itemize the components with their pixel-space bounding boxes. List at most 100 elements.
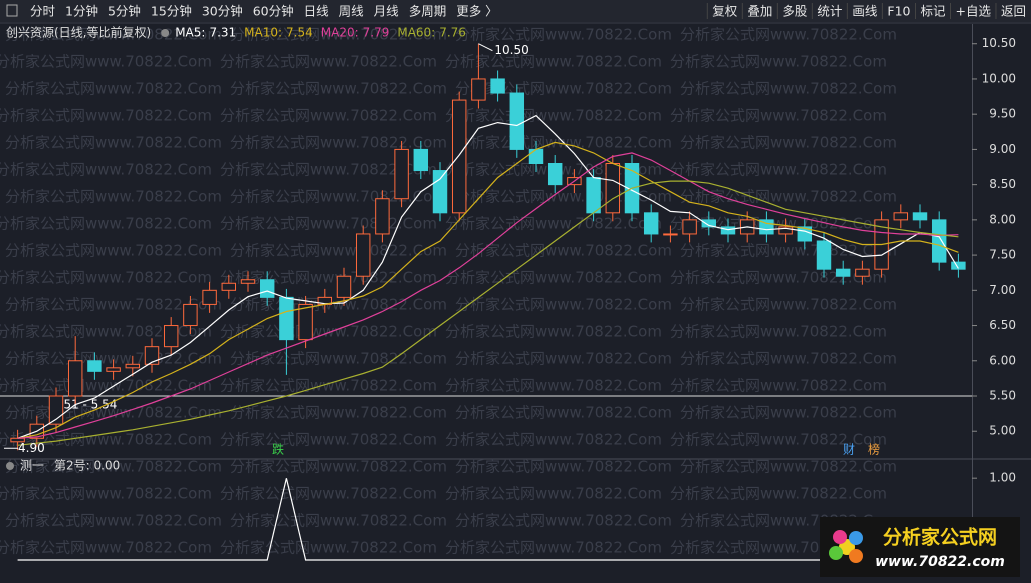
watermark: 分析家公式网www.70822.Com [445, 53, 662, 71]
watermark: 分析家公式网www.70822.Com [230, 242, 447, 260]
logo-petal [829, 546, 843, 560]
collapse-icon[interactable] [6, 462, 14, 470]
watermark: 分析家公式网www.70822.Com [0, 161, 212, 179]
toolbar [0, 0, 1031, 22]
watermark: 分析家公式网www.70822.Com [680, 458, 897, 476]
candle-body [355, 233, 371, 277]
candle-body [259, 279, 275, 298]
line [17, 152, 959, 439]
watermark: 分析家公式网www.70822.Com [220, 485, 437, 503]
toolbar-tab[interactable]: 分时 [30, 4, 56, 19]
watermark: 分析家公式网www.70822.Com [0, 485, 212, 503]
watermark: 分析家公式网www.70822.Com [230, 404, 447, 422]
y-tick-label: 7.00 [989, 283, 1016, 297]
toolbar-button[interactable]: 叠加 [747, 4, 772, 19]
toolbar-tab[interactable]: 30分钟 [202, 4, 243, 19]
watermark: 分析家公式网www.70822.Com [680, 26, 897, 44]
legend-name: MA5: [175, 26, 205, 40]
toolbar-items: 分时 1分钟 5分钟 15分钟 30分钟 60分钟 日线 周线 月线 多周期 更多 〉 返回 +自选标记… [30, 3, 1026, 19]
legend-name: MA60: [397, 26, 435, 40]
candle-body [605, 163, 621, 214]
toolbar-tab[interactable]: 周线 [339, 4, 365, 19]
toolbar-tab[interactable]: 5分钟 [108, 4, 141, 19]
toolbar-button[interactable]: F10 [887, 4, 910, 19]
candle-body [125, 363, 141, 369]
watermark: 分析家公式网www.70822.Com [670, 107, 887, 125]
watermark: 分析家公式网www.70822.Com [670, 431, 887, 449]
legend-value: 7.76 [439, 26, 466, 40]
line [17, 180, 959, 446]
logo-url: www.70822.com [875, 554, 1005, 570]
y-tick-label: 6.00 [989, 353, 1016, 367]
candle-body [816, 240, 832, 270]
watermark: 分析家公式网www.70822.Com [670, 485, 887, 503]
candle-body [490, 78, 505, 94]
watermark: 分析家公式网www.70822.Com [220, 107, 437, 125]
watermark: 分析家公式网www.70822.Com [455, 350, 672, 368]
legend-value: 7.54 [286, 26, 313, 40]
sub-panel: 1.00 测一 第2号: 0.00 [6, 459, 1016, 561]
watermark: 分析家公式网www.70822.Com [455, 242, 672, 260]
watermark: 分析家公式网www.70822.Com [670, 269, 887, 287]
toolbar-button[interactable]: 多股 [782, 4, 808, 19]
event-marker[interactable]: 财 [843, 443, 855, 457]
toolbar-button[interactable]: +自选 [956, 4, 992, 19]
watermark: 分析家公式网www.70822.Com [0, 269, 212, 287]
toolbar-tab[interactable]: 多周期 [409, 4, 447, 19]
toolbar-tab[interactable]: 月线 [374, 4, 400, 19]
logo: 分析家公式网 www.70822.com [820, 517, 1020, 577]
event-marker[interactable]: 跌 [272, 442, 284, 457]
candle-body [528, 148, 544, 164]
collapse-icon[interactable] [161, 29, 170, 37]
y-tick-label: 9.50 [989, 107, 1016, 121]
logo-petal [849, 531, 863, 545]
candle-body [67, 360, 83, 397]
toolbar-button[interactable]: 返回 [1001, 4, 1026, 19]
watermark: 分析家公式网www.70822.Com [680, 80, 897, 98]
high-arrow [478, 43, 493, 52]
toolbar-button[interactable]: 复权 [712, 4, 738, 19]
toolbar-tab[interactable]: 更多 〉 [456, 4, 497, 19]
watermark: 分析家公式网www.70822.Com [220, 377, 437, 395]
candle-body [144, 346, 160, 365]
y-tick-label: 8.50 [989, 177, 1016, 191]
watermark: 分析家公式网www.70822.Com [680, 404, 897, 422]
watermark: 分析家公式网www.70822.Com [220, 215, 437, 233]
high-label: 10.50 [494, 43, 528, 57]
candle-body [451, 99, 467, 214]
toolbar-tab[interactable]: 1分钟 [65, 4, 98, 19]
toolbar-tab[interactable]: 60分钟 [253, 4, 294, 19]
watermark: 分析家公式网www.70822.Com [230, 512, 447, 530]
toolbar-tab[interactable]: 15分钟 [151, 4, 192, 19]
low-label: 4.90 [18, 441, 45, 455]
watermark: 分析家公式网www.70822.Com [455, 404, 672, 422]
toolbar-tab[interactable]: 日线 [304, 4, 330, 19]
watermark: 分析家公式网www.70822.Com [230, 350, 447, 368]
y-tick-label: 1.00 [989, 471, 1016, 485]
line [17, 141, 959, 439]
candle-body [682, 219, 697, 235]
watermark: 分析家公式网www.70822.Com [0, 215, 212, 233]
axis-border [972, 24, 973, 559]
menu-icon[interactable] [6, 4, 18, 17]
y-tick-label: 8.00 [989, 212, 1016, 226]
watermark: 分析家公式网www.70822.Com [670, 53, 887, 71]
candle-body [240, 279, 256, 284]
candle-body [336, 275, 352, 298]
watermark: 分析家公式网www.70822.Com [230, 296, 447, 314]
candle-body [893, 212, 909, 221]
watermark: 分析家公式网www.70822.Com [680, 188, 897, 206]
candle-body [279, 296, 294, 341]
watermark: 分析家公式网www.70822.Com [5, 188, 222, 206]
watermark: 分析家公式网www.70822.Com [445, 431, 662, 449]
line [17, 114, 959, 439]
toolbar-button[interactable]: 标记 [920, 4, 946, 19]
watermark: 分析家公式网www.70822.Com [230, 458, 447, 476]
watermark: 分析家公式网www.70822.Com [680, 134, 897, 152]
toolbar-button[interactable]: 画线 [852, 4, 878, 19]
watermark: 分析家公式网www.70822.Com [220, 161, 437, 179]
event-marker[interactable]: 榜 [868, 442, 880, 457]
watermark: 分析家公式网www.70822.Com [220, 539, 437, 557]
toolbar-button[interactable]: 统计 [817, 4, 842, 19]
